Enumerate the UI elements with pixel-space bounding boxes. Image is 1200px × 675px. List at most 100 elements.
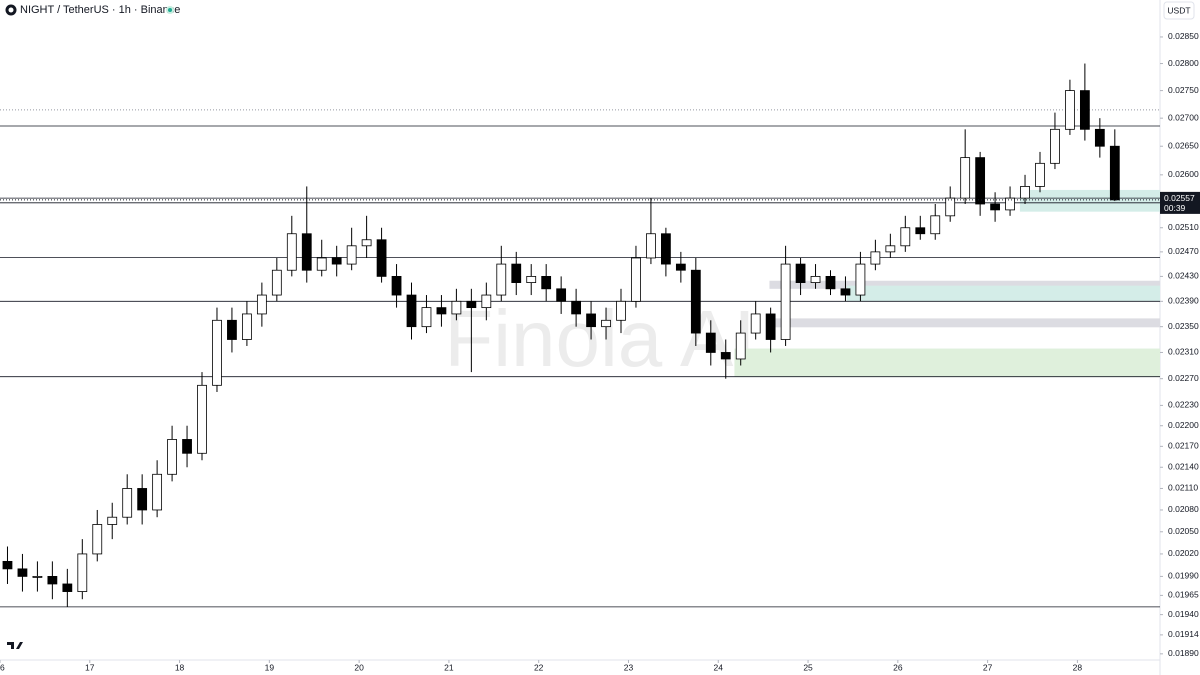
candle-body (825, 275, 836, 290)
y-tick-label: 0.02600 (1168, 169, 1199, 179)
candle-body (601, 319, 611, 328)
candle-body (197, 384, 207, 454)
candle-body (646, 233, 656, 259)
candle-body (316, 257, 327, 271)
y-tick-label: 0.02020 (1168, 548, 1199, 558)
candle-body (885, 245, 896, 253)
candle-body (77, 553, 88, 592)
x-tick-label: 22 (534, 662, 544, 672)
candle-body (661, 233, 671, 265)
candle-body (750, 313, 761, 334)
currency: USDT (1167, 5, 1190, 15)
y-tick-label: 0.02750 (1168, 85, 1199, 95)
candle-body (945, 197, 956, 217)
candle-body (32, 576, 43, 578)
candle-body (810, 275, 821, 283)
currency-box[interactable] (1163, 1, 1195, 20)
y-tick-label: 0.02800 (1168, 58, 1199, 68)
candle-body (840, 288, 851, 296)
y-tick-label: 0.02430 (1168, 271, 1199, 281)
candle-body (167, 439, 177, 475)
candle-body (765, 313, 776, 340)
y-tick-label: 0.02110 (1168, 483, 1198, 493)
candle-body (1094, 128, 1105, 147)
candle-body (930, 215, 941, 235)
candle-body (1050, 128, 1060, 164)
x-tick-label: 16 (0, 662, 5, 672)
candle-body (720, 352, 731, 360)
y-tick-label: 0.02390 (1168, 296, 1199, 306)
candle-body (391, 275, 402, 296)
chart-title: NIGHT / TetherUS · 1h · Binance (20, 4, 180, 16)
candle-body (212, 319, 222, 386)
candle-body (376, 239, 387, 277)
candle-body (152, 473, 163, 511)
candle-body (406, 294, 417, 328)
y-tick-label: 0.01890 (1168, 648, 1199, 658)
candle-body (631, 257, 641, 302)
candle-body (990, 203, 1000, 211)
candle-body (436, 307, 447, 315)
zone (1019, 189, 1160, 212)
x-tick-label: 25 (803, 662, 813, 672)
candle-body (616, 300, 626, 321)
candle-body (541, 275, 552, 290)
y-tick-label: 0.01914 (1168, 629, 1199, 639)
candle-body (556, 288, 567, 302)
tv-logo (7, 642, 23, 649)
candle-body (451, 300, 462, 315)
candle-body (481, 294, 492, 309)
candle-body (496, 263, 507, 296)
candle-body (227, 319, 237, 340)
countdown: 00:39 (1164, 203, 1186, 213)
candle-body (1109, 145, 1120, 201)
x-tick-label: 26 (893, 662, 903, 672)
y-tick-label: 0.02080 (1168, 504, 1199, 514)
candle-body (361, 239, 372, 247)
y-tick-label: 0.02470 (1168, 246, 1199, 256)
candle-body (675, 263, 686, 271)
candle-body (107, 516, 118, 525)
y-tick-label: 0.02650 (1168, 140, 1199, 150)
last-price: 0.02557 (1164, 193, 1195, 203)
x-tick-label: 21 (444, 662, 454, 672)
candle-body (271, 269, 282, 296)
candle-body (780, 263, 791, 340)
candle-body (526, 275, 537, 283)
status-dot-inner (168, 8, 172, 12)
y-tick-label: 0.01940 (1168, 609, 1199, 619)
candle-body (62, 583, 73, 592)
candle-body (870, 251, 881, 265)
candle-body (571, 300, 582, 315)
candle-body (690, 269, 701, 334)
y-tick-label: 0.02850 (1168, 31, 1199, 41)
candle-body (1065, 90, 1075, 130)
zone (769, 280, 1160, 289)
x-tick-label: 20 (354, 662, 364, 672)
candle-body (286, 233, 297, 271)
x-tick-label: 17 (85, 662, 95, 672)
x-tick-label: 23 (624, 662, 634, 672)
candle-body (915, 227, 926, 235)
candle-body (1020, 186, 1030, 199)
y-tick-label: 0.02200 (1168, 420, 1199, 430)
zone (734, 348, 1160, 377)
candle-body (256, 294, 267, 315)
zone (769, 318, 1160, 328)
candle-body (1035, 162, 1045, 187)
candle-body (137, 488, 148, 511)
candle-body (242, 313, 252, 340)
candle-body (795, 263, 806, 283)
watermark: Finola AI (444, 294, 755, 383)
y-tick-label: 0.02140 (1168, 462, 1199, 472)
candle-body (421, 307, 432, 328)
y-tick-label: 0.02170 (1168, 441, 1199, 451)
y-tick-label: 0.02230 (1168, 400, 1199, 410)
candle-body (586, 313, 596, 328)
candle-body (92, 524, 103, 555)
candle-body (1005, 197, 1015, 211)
x-tick-label: 24 (714, 662, 724, 672)
candle-body (466, 300, 477, 309)
candle-body (47, 576, 58, 585)
